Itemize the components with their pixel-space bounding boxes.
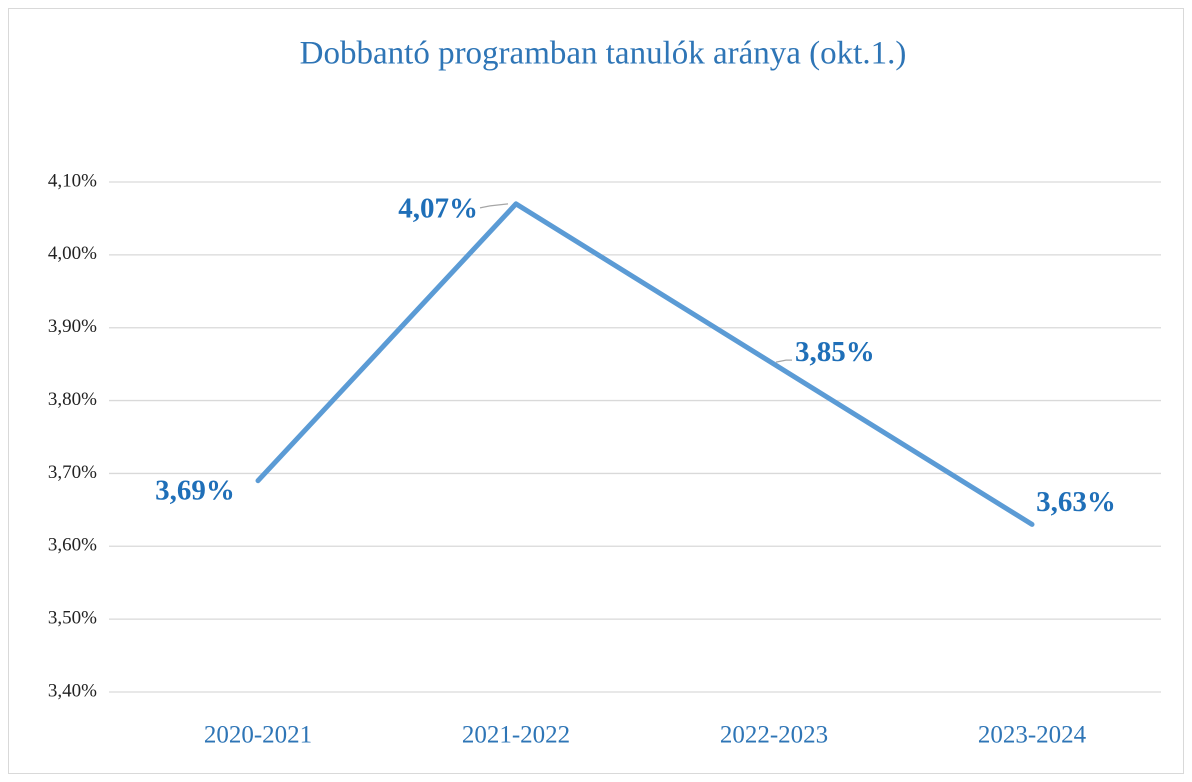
x-tick-label: 2021-2022 [462, 722, 570, 749]
x-tick-label: 2023-2024 [978, 722, 1087, 749]
data-label: 3,69% [155, 474, 235, 506]
data-label: 4,07% [398, 193, 478, 225]
x-tick-label: 2022-2023 [720, 722, 828, 749]
y-tick-label: 3,80% [48, 389, 97, 410]
y-tick-label: 4,10% [48, 170, 97, 191]
y-tick-label: 4,00% [48, 243, 97, 264]
y-tick-label: 3,90% [48, 316, 97, 337]
y-tick-label: 3,50% [48, 608, 97, 629]
chart-title: Dobbantó programban tanulók aránya (okt.… [300, 36, 907, 72]
y-tick-label: 3,60% [48, 535, 97, 556]
chart-border [8, 8, 1184, 774]
data-label: 3,85% [795, 336, 875, 368]
line-series [255, 201, 1035, 527]
y-tick-label: 3,40% [48, 680, 97, 701]
leader-line [479, 203, 509, 209]
leader-line [775, 359, 792, 363]
y-tick-label: 3,70% [48, 462, 97, 483]
data-label: 3,63% [1036, 486, 1116, 518]
x-tick-label: 2020-2021 [204, 722, 312, 749]
